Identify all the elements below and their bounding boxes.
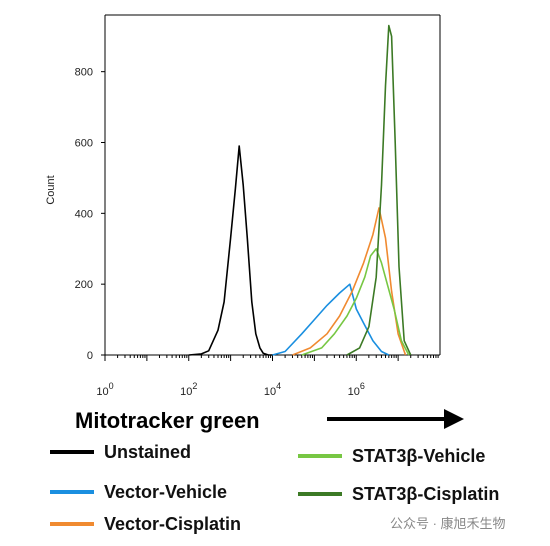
legend-label: Vector-Cisplatin [104, 514, 241, 534]
arrow-icon [327, 409, 464, 429]
legend-item: Vector-Cisplatin [50, 514, 241, 534]
x-tick-label: 106 [348, 381, 365, 398]
watermark-text: 公众号 · 康旭禾生物 [390, 516, 506, 531]
legend-item: STAT3β-Vehicle [298, 446, 485, 466]
y-axis-label: Count [45, 175, 57, 204]
legend-item: Vector-Vehicle [50, 482, 227, 502]
y-tick-label: 0 [87, 350, 93, 362]
x-tick-label: 102 [180, 381, 197, 398]
series-line-stat3-vehicle [301, 248, 410, 356]
series-line-stat3-cisplatin [346, 24, 412, 356]
legend-label: STAT3β-Cisplatin [352, 484, 499, 504]
x-tick-label: 104 [264, 381, 281, 398]
plot-area [104, 14, 441, 356]
legend-item: Unstained [50, 442, 191, 462]
x-tick-label: 100 [96, 381, 113, 398]
legend: Unstained Vector-Vehicle Vector-Cisplatin S… [50, 442, 499, 534]
series-line-unstained [188, 145, 273, 356]
y-tick-label: 800 [75, 67, 93, 79]
series-line-vector-cisplatin [292, 207, 407, 356]
y-tick-label: 600 [75, 138, 93, 150]
series-line-vector-vehicle [272, 283, 390, 356]
legend-item: STAT3β-Cisplatin [298, 484, 499, 504]
y-ticks: 0 200 400 600 800 [75, 67, 105, 362]
x-ticks: 100 102 104 106 [96, 355, 439, 398]
series-layer [188, 24, 412, 356]
legend-label: Vector-Vehicle [104, 482, 227, 502]
y-tick-label: 200 [75, 279, 93, 291]
legend-label: Unstained [104, 442, 191, 462]
legend-label: STAT3β-Vehicle [352, 446, 485, 466]
y-tick-label: 400 [75, 208, 93, 220]
x-axis-label: Mitotracker green [75, 408, 260, 433]
